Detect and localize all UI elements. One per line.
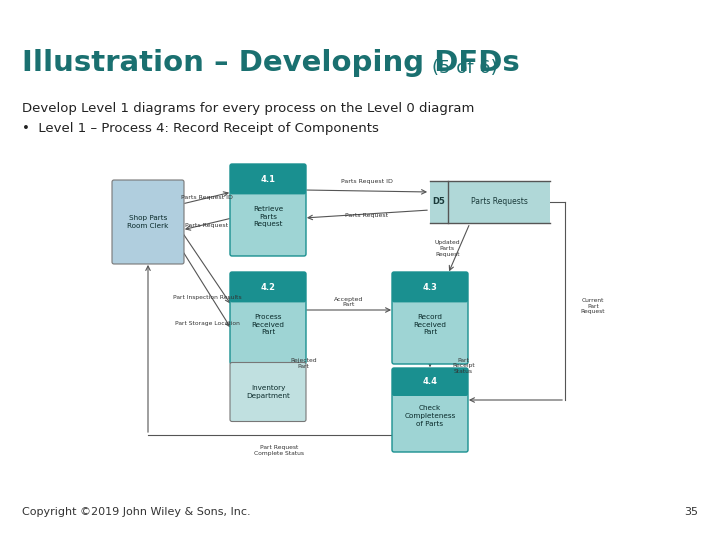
Text: Check
Completeness
of Parts: Check Completeness of Parts <box>405 406 456 427</box>
Text: Parts Request ID: Parts Request ID <box>341 179 393 185</box>
Text: (5 of 6): (5 of 6) <box>432 59 498 77</box>
Text: D5: D5 <box>433 198 446 206</box>
Text: Parts Requests: Parts Requests <box>471 198 528 206</box>
Text: 4.4: 4.4 <box>423 377 438 387</box>
FancyBboxPatch shape <box>230 164 306 256</box>
Text: Process
Received
Part: Process Received Part <box>251 314 284 335</box>
Text: Inventory
Department: Inventory Department <box>246 385 290 399</box>
Text: 4.3: 4.3 <box>423 283 438 292</box>
Text: 35: 35 <box>684 507 698 517</box>
Text: Parts Request: Parts Request <box>186 222 228 227</box>
Text: Illustration – Developing DFDs: Illustration – Developing DFDs <box>22 49 520 77</box>
Text: Copyright ©2019 John Wiley & Sons, Inc.: Copyright ©2019 John Wiley & Sons, Inc. <box>22 507 251 517</box>
FancyBboxPatch shape <box>392 368 468 452</box>
FancyBboxPatch shape <box>230 362 306 422</box>
Text: 4.1: 4.1 <box>261 175 276 184</box>
FancyBboxPatch shape <box>392 272 468 364</box>
Text: Retrieve
Parts
Request: Retrieve Parts Request <box>253 206 283 227</box>
Text: Accepted
Part: Accepted Part <box>334 296 364 307</box>
FancyBboxPatch shape <box>392 368 468 396</box>
FancyBboxPatch shape <box>230 164 306 194</box>
Text: Updated
Parts
Request: Updated Parts Request <box>434 240 460 257</box>
Bar <box>430 181 550 223</box>
FancyBboxPatch shape <box>112 180 184 264</box>
Text: Record
Received
Part: Record Received Part <box>413 314 446 335</box>
Text: •  Level 1 – Process 4: Record Receipt of Components: • Level 1 – Process 4: Record Receipt of… <box>22 122 379 135</box>
Text: Part Request
Complete Status: Part Request Complete Status <box>254 445 304 456</box>
FancyBboxPatch shape <box>392 272 468 302</box>
Text: Develop Level 1 diagrams for every process on the Level 0 diagram: Develop Level 1 diagrams for every proce… <box>22 102 474 115</box>
Text: Parts Request ID: Parts Request ID <box>181 195 233 200</box>
FancyBboxPatch shape <box>230 272 306 364</box>
Text: 4.2: 4.2 <box>261 283 276 292</box>
Text: Current
Part
Request: Current Part Request <box>581 298 606 314</box>
FancyBboxPatch shape <box>230 272 306 302</box>
Text: Part Storage Location: Part Storage Location <box>174 321 240 326</box>
Text: Parts Request: Parts Request <box>346 213 389 219</box>
Text: Part
Receipt
Status: Part Receipt Status <box>452 357 474 374</box>
Text: Shop Parts
Room Clerk: Shop Parts Room Clerk <box>127 215 168 229</box>
Text: Rejected
Part: Rejected Part <box>290 358 317 369</box>
Text: Part Inspection Results: Part Inspection Results <box>173 295 241 300</box>
